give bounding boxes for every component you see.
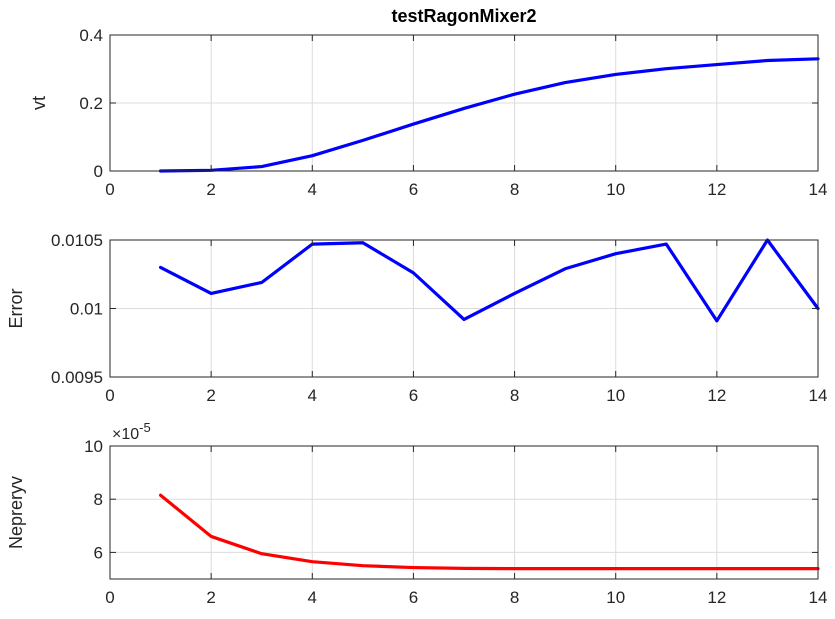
vt-y-tick-label: 0.4 [79,26,103,45]
nepreryv-x-tick-label: 8 [510,588,519,607]
error-x-tick-label: 8 [510,386,519,405]
error-x-tick-label: 4 [308,386,317,405]
vt-x-tick-label: 14 [809,180,828,199]
vt-y-tick-label: 0.2 [79,94,103,113]
error-y-axis-label: Error [6,288,26,328]
error-x-tick-label: 2 [206,386,215,405]
error-x-tick-label: 0 [105,386,114,405]
nepreryv-x-tick-label: 6 [409,588,418,607]
subplot-nepreryv: 0 2 4 6 8 10 12 14 6 8 10 Nepreryv ×10-5 [6,420,827,607]
chart-title: testRagonMixer2 [391,6,536,26]
nepreryv-x-tick-label: 14 [809,588,828,607]
nepreryv-y-tick-label: 6 [94,543,103,562]
vt-x-tick-label: 12 [707,180,726,199]
vt-x-tick-label: 8 [510,180,519,199]
vt-x-tick-label: 2 [206,180,215,199]
nepreryv-axes-border [109,445,819,580]
nepreryv-x-tick-label: 12 [707,588,726,607]
nepreryv-y-tick-label: 8 [94,490,103,509]
error-x-tick-label: 12 [707,386,726,405]
subplot-vt: 0 2 4 6 8 10 12 14 0 0.2 0.4 vt [29,26,827,199]
nepreryv-y-tick-label: 10 [84,437,103,456]
nepreryv-exponent-power: -5 [139,420,151,435]
vt-x-tick-label: 6 [409,180,418,199]
vt-x-tick-label: 0 [105,180,114,199]
nepreryv-plot-area [109,445,819,580]
vt-x-tick-label: 4 [308,180,317,199]
nepreryv-x-tick-label: 4 [308,588,317,607]
nepreryv-y-axis-label: Nepreryv [6,476,26,549]
error-x-tick-label: 6 [409,386,418,405]
nepreryv-x-tick-label: 0 [105,588,114,607]
nepreryv-x-tick-label: 2 [206,588,215,607]
vt-series-line [158,57,820,173]
error-y-tick-label: 0.0095 [51,368,103,387]
nepreryv-exponent-label: ×10-5 [112,420,151,443]
vt-y-axis-label: vt [29,96,49,110]
vt-x-tick-label: 10 [606,180,625,199]
nepreryv-series-line [158,493,820,571]
nepreryv-x-tick-label: 10 [606,588,625,607]
error-x-tick-label: 14 [809,386,828,405]
subplot-error: 0 2 4 6 8 10 12 14 0.0095 0.01 0.0105 Error [6,231,827,405]
vt-y-tick-label: 0 [94,162,103,181]
error-y-tick-label: 0.0105 [51,231,103,250]
error-series-line [158,238,820,323]
error-x-tick-label: 10 [606,386,625,405]
error-y-tick-label: 0.01 [70,300,103,319]
